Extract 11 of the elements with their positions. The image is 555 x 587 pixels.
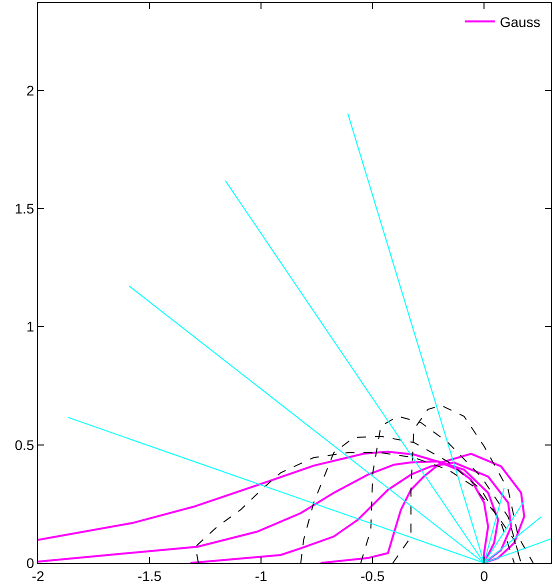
x-tick-label: -1 <box>254 568 268 584</box>
y-tick-label: 1 <box>26 318 34 335</box>
y-tick-label: 0.5 <box>14 436 34 453</box>
x-tick-label: 0 <box>480 568 488 584</box>
y-tick-label: 1.5 <box>14 200 34 216</box>
y-tick-label: 2 <box>26 82 34 98</box>
y-tick-label: 0 <box>26 554 34 571</box>
x-tick-label: -0.5 <box>360 568 385 584</box>
x-tick-label: -2 <box>32 568 44 584</box>
legend-label: Gauss <box>500 14 540 30</box>
x-tick-label: -1.5 <box>137 568 162 584</box>
